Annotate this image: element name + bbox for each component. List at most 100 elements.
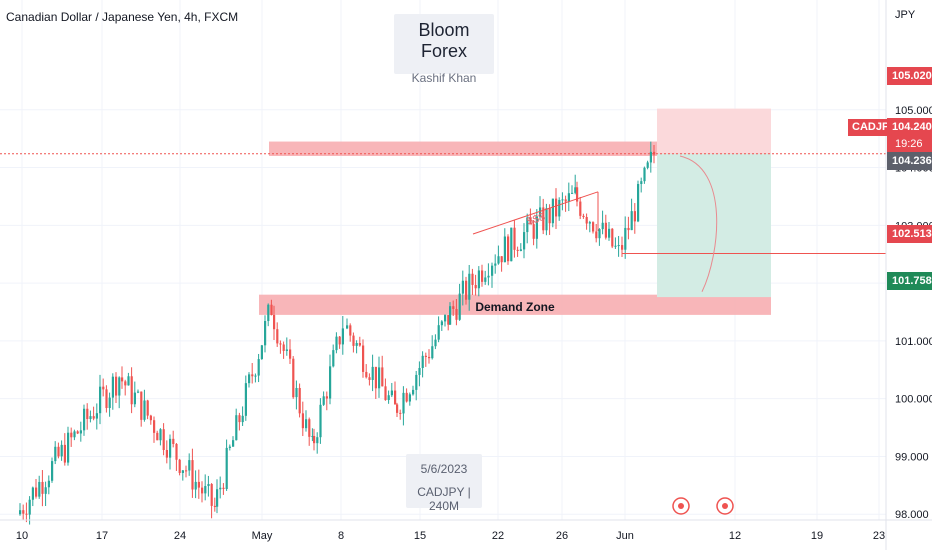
candle-body — [374, 366, 377, 389]
candle-body — [105, 389, 108, 409]
candle-body — [95, 413, 98, 419]
candle-body — [201, 487, 204, 494]
candle-body — [308, 419, 311, 437]
candle-body — [165, 449, 168, 458]
overlays: Demand Zone $$$ — [0, 153, 886, 515]
candle-body — [235, 415, 238, 441]
y-tick-label: 105.000 — [895, 105, 932, 117]
candle-body — [70, 432, 73, 438]
level-price-badge[interactable]: 102.513 — [887, 225, 932, 243]
candle-body — [341, 328, 344, 345]
candle-body — [153, 420, 156, 433]
symbol-title: Canadian Dollar / Japanese Yen, 4h, FXCM — [6, 10, 239, 24]
candle-body — [468, 273, 471, 300]
candle-body — [285, 349, 288, 351]
candle-body — [137, 391, 140, 393]
candle-body — [54, 446, 57, 462]
candle-body — [241, 415, 244, 423]
position-profit-area — [657, 153, 771, 298]
candle-body — [228, 446, 231, 448]
candle-body — [362, 345, 365, 372]
zones — [259, 108, 771, 315]
candle-body — [487, 275, 490, 278]
candle-body — [86, 408, 89, 420]
candle-body — [146, 400, 149, 416]
candle-body — [529, 217, 532, 225]
demand-zone-label: Demand Zone — [475, 300, 555, 314]
candle-body — [338, 336, 341, 345]
candle-body — [381, 367, 384, 387]
candle-body — [67, 432, 70, 463]
candle-body — [461, 280, 464, 294]
target-price-badge[interactable]: 105.020 — [887, 67, 932, 85]
candle-body — [497, 256, 500, 264]
candle-body — [19, 510, 22, 515]
candle-body — [140, 391, 143, 420]
last-price-badge[interactable]: 104.240 — [887, 118, 932, 136]
candle-body — [365, 371, 368, 378]
candle-body — [396, 404, 399, 413]
candle-body — [551, 198, 554, 224]
candle-body — [188, 460, 191, 471]
candle-body — [471, 273, 474, 285]
candle-body — [99, 386, 102, 414]
candle-body — [162, 429, 165, 450]
candle-body — [574, 187, 577, 193]
candle-body — [108, 397, 111, 409]
candle-body — [646, 162, 649, 168]
x-tick-label: 8 — [338, 530, 344, 542]
channel-top-line — [472, 191, 599, 235]
candle-body — [449, 306, 452, 325]
candle-body — [349, 325, 352, 336]
candle-body — [491, 265, 494, 276]
candle-body — [399, 412, 402, 414]
candle-body — [539, 207, 542, 217]
watermark-title: Bloom Forex — [418, 20, 470, 61]
candle-body — [175, 443, 178, 460]
candle-body — [542, 207, 545, 231]
bid-price-badge[interactable]: 104.236 — [887, 152, 932, 170]
candle-body — [130, 376, 133, 405]
candle-body — [298, 387, 301, 414]
candle-body — [378, 367, 381, 389]
candle-body — [405, 392, 408, 402]
stop-price-badge[interactable]: 101.758 — [887, 272, 932, 290]
candle-body — [257, 359, 260, 376]
candle-body — [124, 381, 127, 386]
candle-body — [611, 228, 614, 247]
candle-body — [282, 344, 285, 351]
candle-body — [452, 306, 455, 309]
candle-body — [197, 481, 200, 488]
candle-body — [329, 366, 332, 399]
candle-body — [316, 437, 319, 444]
countdown-badge: 19:26 — [887, 136, 932, 152]
y-tick-label: 99.000 — [895, 451, 929, 463]
candle-body — [352, 335, 355, 346]
candle-body — [431, 346, 434, 359]
candle-body — [289, 349, 292, 359]
candle-body — [51, 461, 54, 481]
candle-body — [390, 390, 393, 396]
candle-body — [576, 187, 579, 202]
candle-body — [503, 236, 506, 263]
candle-body — [185, 470, 188, 472]
candle-body — [143, 400, 146, 420]
candle-body — [149, 415, 152, 421]
candle-body — [22, 510, 25, 514]
x-tick-label: 15 — [414, 530, 426, 542]
candle-body — [41, 481, 44, 494]
x-tick-label: 23 — [873, 530, 885, 542]
info-symbol-interval: CADJPY | 240M — [417, 485, 471, 513]
candle-body — [558, 199, 561, 217]
candle-body — [279, 343, 282, 345]
candle-body — [28, 499, 31, 515]
candle-body — [579, 201, 582, 216]
candle-body — [111, 376, 114, 398]
candle-body — [598, 229, 601, 239]
candle-body — [83, 408, 86, 431]
candle-body — [402, 392, 405, 414]
candle-body — [194, 481, 197, 490]
info-box: 5/6/2023 CADJPY | 240M — [406, 454, 482, 513]
